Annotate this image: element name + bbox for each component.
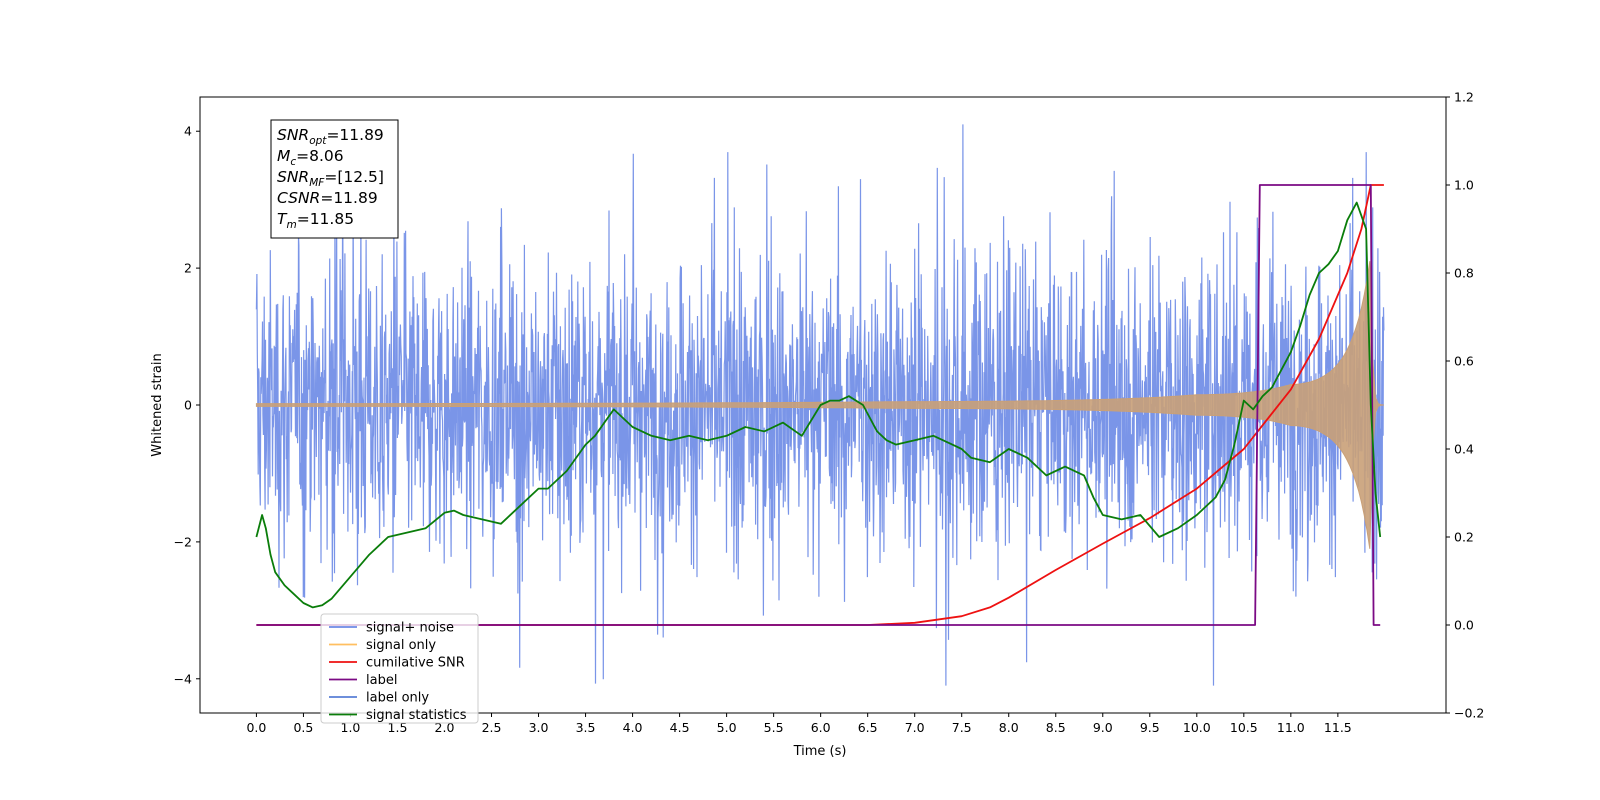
annotation-variable: T [277, 210, 288, 228]
y-left-tick-label: 4 [184, 124, 192, 139]
y-right-tick-label: 0.4 [1454, 442, 1474, 457]
annotation-line: SNRopt=11.89 [277, 126, 384, 147]
y-right-tick-label: −0.2 [1454, 706, 1484, 721]
x-tick-label: 1.0 [341, 720, 361, 735]
x-tick-label: 1.5 [388, 720, 408, 735]
annotation-value: =11.85 [297, 210, 354, 228]
legend-frame [320, 613, 479, 724]
x-tick-label: 8.0 [999, 720, 1019, 735]
y-left-tick-label: 0 [184, 398, 192, 413]
annotation-variable: CSNR [277, 189, 320, 207]
y-right-tick-label: 1.2 [1454, 90, 1474, 105]
x-tick-label: 5.0 [717, 720, 737, 735]
x-tick-label: 9.5 [1140, 720, 1160, 735]
series-signal-noise [255, 124, 1385, 686]
x-tick-label: 4.5 [670, 720, 690, 735]
x-tick-label: 5.5 [764, 720, 784, 735]
legend-label: label [366, 673, 397, 688]
annotation-line: CSNR=11.89 [277, 189, 378, 207]
legend-label: signal statistics [366, 708, 467, 723]
x-tick-label: 6.0 [811, 720, 831, 735]
x-tick-label: 11.5 [1324, 720, 1352, 735]
stats-annotation: SNRopt=11.89Mc=8.06SNRMF=[12.5]CSNR=11.8… [270, 119, 399, 239]
annotation-line: Tm=11.85 [277, 210, 354, 231]
y-right-tick-label: 0.6 [1454, 354, 1474, 369]
y-axis-label: Whitened strain [150, 353, 165, 456]
y-left-tick-label: −2 [174, 534, 192, 549]
annotation-subscript: MF [309, 177, 325, 189]
x-tick-label: 3.0 [529, 720, 549, 735]
legend-label: cumilative SNR [366, 656, 465, 671]
y-left-tick-label: 2 [184, 261, 192, 276]
annotation-subscript: opt [309, 135, 327, 147]
x-tick-label: 2.5 [482, 720, 502, 735]
series-signal-statistics [255, 201, 1382, 609]
x-tick-label: 10.0 [1183, 720, 1211, 735]
legend-label: signal only [366, 638, 436, 653]
annotation-line: Mc=8.06 [277, 147, 344, 168]
x-tick-label: 3.5 [576, 720, 596, 735]
y-right-tick-label: 0.0 [1454, 618, 1474, 633]
annotation-subscript: m [286, 219, 296, 231]
x-tick-label: 4.0 [623, 720, 643, 735]
legend-label: signal+ noise [366, 621, 454, 636]
annotation-subscript: c [290, 156, 296, 168]
annotation-variable: SNR [277, 168, 309, 186]
y-right-tick-label: 1.0 [1454, 178, 1474, 193]
series-label [256, 184, 1381, 626]
annotation-variable: M [277, 147, 290, 165]
annotation-variable: SNR [277, 126, 309, 144]
x-tick-label: 8.5 [1046, 720, 1066, 735]
x-tick-label: 7.5 [952, 720, 972, 735]
annotation-frame [270, 119, 399, 239]
x-tick-label: 11.0 [1277, 720, 1305, 735]
legend-label: label only [366, 691, 429, 706]
annotation-line: SNRMF=[12.5] [277, 168, 384, 189]
x-tick-label: 0.5 [293, 720, 313, 735]
x-tick-label: 10.5 [1230, 720, 1258, 735]
x-tick-label: 0.0 [246, 720, 266, 735]
x-tick-label: 9.0 [1093, 720, 1113, 735]
x-tick-label: 7.0 [905, 720, 925, 735]
annotation-value: =8.06 [296, 147, 344, 165]
y-left-tick-label: −4 [174, 671, 192, 686]
annotation-value: =11.89 [326, 126, 383, 144]
y-right-tick-label: 0.8 [1454, 266, 1474, 281]
x-tick-label: 6.5 [858, 720, 878, 735]
x-axis-label: Time (s) [793, 744, 847, 759]
y-right-tick-label: 0.2 [1454, 530, 1474, 545]
annotation-value: =11.89 [320, 189, 377, 207]
x-tick-label: 2.0 [435, 720, 455, 735]
legend: signal+ noise signal only cumilative SNR la… [320, 613, 479, 724]
annotation-value: =[12.5] [324, 168, 384, 186]
